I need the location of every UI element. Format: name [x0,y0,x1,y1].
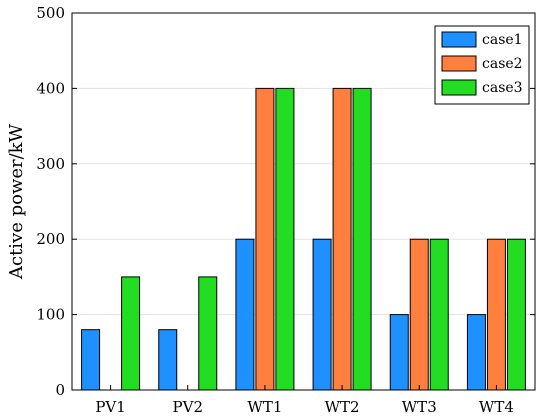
grid-lines [72,87,535,316]
legend-label-case3: case3 [482,80,523,96]
legend-swatch-case3 [441,79,477,96]
x-axis-ticks: PV1 PV2 WT1 WT2 WT3 WT4 [95,385,514,416]
legend-swatch-case1 [441,31,477,48]
x-tick-label: WT1 [247,398,282,416]
legend-label-case2: case2 [482,56,523,72]
x-tick-label: PV1 [95,398,125,416]
y-axis-title: Active power/kW [6,123,27,280]
bar-case1-wt1 [235,238,255,391]
x-tick-label: WT2 [325,398,360,416]
y-tick-label: 400 [36,79,65,97]
y-tick-label: 200 [36,230,65,248]
bar-case1-wt4 [466,314,486,391]
y-tick-label: 500 [36,4,65,22]
bars [81,87,526,391]
y-tick-label: 300 [36,155,65,173]
x-tick-label: PV2 [173,398,203,416]
y-axis-ticks: 0 100 200 300 400 500 [36,4,535,399]
bar-case1-pv2 [158,329,178,391]
x-tick-label: WT4 [479,398,514,416]
y-tick-label: 100 [36,306,65,324]
plot-area-frame [71,12,536,391]
bar-case1-wt3 [389,314,409,391]
bar-case3-pv1 [121,276,141,391]
y-tick-label: 0 [55,381,65,399]
bar-case3-pv2 [198,276,218,391]
legend: case1 case2 case3 [434,25,530,105]
bar-case3-wt3 [429,238,449,391]
bar-case3-wt4 [506,238,526,391]
legend-label-case1: case1 [482,32,523,48]
bar-case3-wt1 [275,87,295,391]
bar-case3-wt2 [352,87,372,391]
legend-swatch-case2 [441,55,477,72]
bar-case2-wt2 [332,87,352,391]
x-tick-label: WT3 [402,398,437,416]
bar-case2-wt4 [486,238,506,391]
bar-case1-pv1 [81,329,101,391]
bar-case1-wt2 [312,238,332,391]
bar-case2-wt3 [409,238,429,391]
bar-case2-wt1 [255,87,275,391]
